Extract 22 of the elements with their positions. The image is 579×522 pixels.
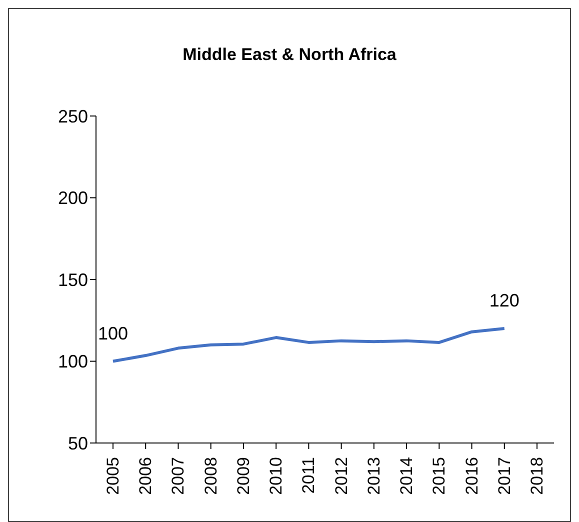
data-label: 120 <box>489 290 520 311</box>
x-tick-label: 2012 <box>332 457 351 495</box>
x-tick-label: 2005 <box>104 457 122 495</box>
x-tick-label: 2014 <box>397 457 416 495</box>
x-tick-label: 2018 <box>528 457 546 495</box>
x-tick-label: 2010 <box>266 457 286 495</box>
y-tick-label: 100 <box>58 352 88 372</box>
chart-title: Middle East & North Africa <box>182 45 398 65</box>
x-tick-label: 2015 <box>430 457 449 495</box>
x-tick-label: 2016 <box>462 457 482 495</box>
x-tick-label: 2017 <box>494 457 514 495</box>
x-tick-label: 2008 <box>201 457 220 495</box>
y-tick-label: 150 <box>58 270 88 290</box>
x-tick-label: 2007 <box>168 457 188 495</box>
y-tick-label: 200 <box>58 188 88 208</box>
x-tick-label: 2013 <box>364 457 384 495</box>
x-tick-label: 2009 <box>234 457 253 495</box>
x-tick-label: 2011 <box>299 457 318 494</box>
y-tick-label: 50 <box>68 433 88 454</box>
y-tick-label: 250 <box>58 106 88 126</box>
data-label: 100 <box>98 323 128 344</box>
x-tick-label: 2006 <box>136 457 156 495</box>
